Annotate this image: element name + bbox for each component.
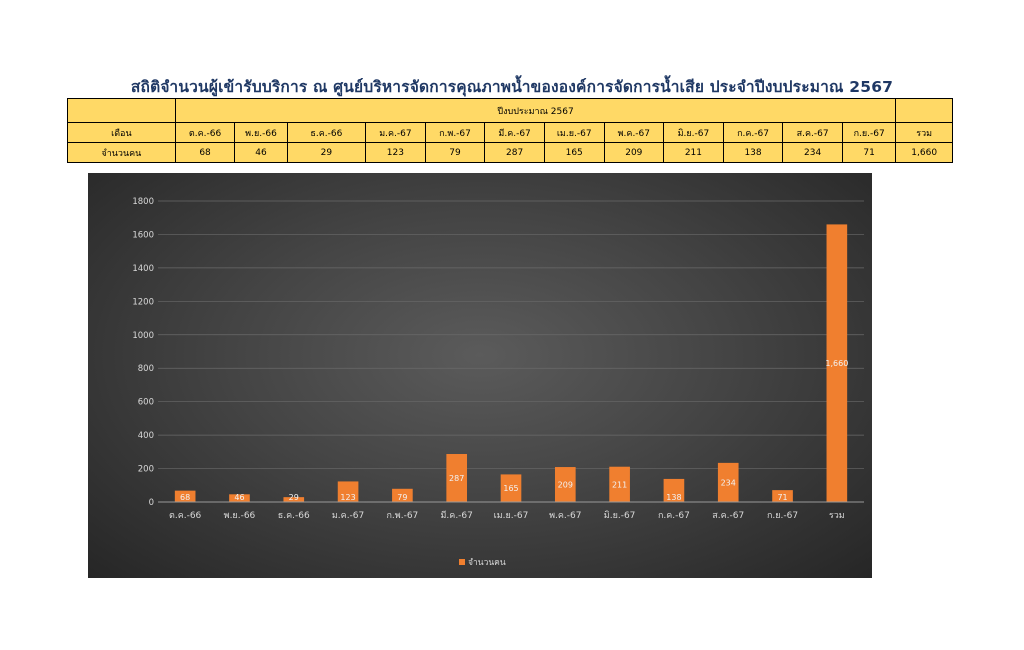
x-tick-label: พ.ย.-66 — [224, 511, 256, 521]
value-row: จำนวนคน 68 46 29 123 79 287 165 209 211 138 234 71 1… — [67, 142, 953, 163]
x-tick-label: ก.ย.-67 — [767, 511, 798, 521]
bar — [554, 467, 576, 502]
month-cell: ธ.ค.-66 — [286, 122, 367, 143]
value-cell: 287 — [484, 142, 545, 163]
bar — [392, 488, 413, 502]
month-cell: ม.ค.-67 — [365, 122, 426, 143]
month-cell: ส.ค.-67 — [782, 122, 843, 143]
value-cell: 68 — [174, 142, 236, 163]
bar — [174, 490, 196, 502]
x-tick-label: ม.ค.-67 — [332, 511, 364, 521]
value-cell: 209 — [603, 142, 665, 163]
month-row: เดือน ต.ค.-66 พ.ย.-66 ธ.ค.-66 ม.ค.-67 ก.พ.-6… — [67, 122, 953, 143]
page-title: สถิติจำนวนผู้เข้ารับบริการ ณ ศูนย์บริหาร… — [130, 78, 894, 96]
y-tick-label: 1400 — [132, 264, 154, 274]
value-cell: 46 — [234, 142, 288, 163]
row-label-cell: จำนวนคน — [67, 142, 176, 163]
table-corner-cell — [67, 98, 176, 123]
bar-chart: 0 200 400 600 800 1000 1200 1400 1600 1800 68 ต.ค.-… — [132, 197, 864, 568]
value-cell: 71 — [841, 142, 897, 163]
total-header-spacer — [895, 98, 953, 123]
legend-label: จำนวนคน — [468, 558, 506, 568]
data-label: 209 — [558, 481, 573, 490]
month-cell: พ.ค.-67 — [603, 122, 665, 143]
value-cell: 123 — [365, 142, 426, 163]
month-cell: ก.ค.-67 — [722, 122, 784, 143]
value-cell: 234 — [782, 142, 843, 163]
value-cell: 138 — [722, 142, 784, 163]
x-tick-label: ส.ค.-67 — [712, 511, 744, 521]
table-header-row: ปีงบประมาณ 2567 — [67, 98, 953, 123]
month-cell: พ.ย.-66 — [234, 122, 288, 143]
stats-table: ปีงบประมาณ 2567 เดือน ต.ค.-66 พ.ย.-66 ธ.ค.… — [67, 98, 953, 163]
month-header-cell: เดือน — [67, 122, 176, 143]
chart-area: 0 200 400 600 800 1000 1200 1400 1600 1800 68 ต.ค.-… — [88, 173, 872, 578]
bar — [283, 497, 305, 502]
bar — [717, 462, 739, 502]
bar — [229, 494, 250, 502]
value-cell: 165 — [543, 142, 605, 163]
bar — [663, 478, 685, 502]
data-label: 138 — [666, 493, 681, 502]
bar — [609, 466, 630, 502]
month-cell: ก.พ.-67 — [424, 122, 486, 143]
data-label: 287 — [449, 474, 464, 483]
x-tick-label: พ.ค.-67 — [549, 511, 581, 521]
x-tick-label: ธ.ค.-66 — [278, 511, 310, 521]
data-label: 123 — [340, 493, 355, 502]
bar — [500, 474, 522, 502]
y-tick-label: 600 — [138, 398, 154, 408]
data-label: 29 — [289, 493, 299, 502]
fiscal-year-header: ปีงบประมาณ 2567 — [174, 98, 897, 123]
data-label: 211 — [612, 480, 627, 489]
bar — [826, 224, 848, 502]
data-label: 1,660 — [825, 359, 848, 368]
legend-swatch — [459, 559, 465, 565]
month-cell: ก.ย.-67 — [841, 122, 897, 143]
month-cell: รวม — [895, 122, 953, 143]
y-tick-label: 1800 — [132, 197, 154, 207]
x-tick-label: ก.ค.-67 — [658, 511, 690, 521]
month-cell: เม.ย.-67 — [543, 122, 605, 143]
bar — [446, 454, 468, 502]
value-cell: 1,660 — [895, 142, 953, 163]
data-label: 68 — [180, 493, 190, 502]
data-label: 46 — [234, 493, 244, 502]
x-tick-label: มิ.ย.-67 — [604, 510, 636, 521]
y-tick-label: 1600 — [132, 230, 154, 240]
x-tick-label: มี.ค.-67 — [441, 510, 473, 521]
y-tick-label: 1000 — [132, 331, 154, 341]
month-cell: ต.ค.-66 — [174, 122, 236, 143]
y-tick-label: 800 — [138, 364, 154, 374]
x-tick-label: เม.ย.-67 — [494, 511, 529, 521]
y-tick-label: 0 — [149, 498, 154, 508]
value-cell: 79 — [424, 142, 486, 163]
y-tick-label: 1200 — [132, 297, 154, 307]
bar — [772, 490, 793, 502]
data-label: 165 — [503, 484, 518, 493]
data-label: 234 — [721, 478, 736, 487]
value-cell: 211 — [663, 142, 724, 163]
x-tick-label: รวม — [829, 511, 845, 521]
bar — [337, 481, 359, 502]
y-tick-label: 400 — [138, 431, 154, 441]
data-label: 79 — [397, 493, 407, 502]
x-tick-label: ต.ค.-66 — [169, 511, 202, 521]
month-cell: มี.ค.-67 — [484, 122, 545, 143]
y-tick-label: 200 — [138, 465, 154, 475]
x-tick-label: ก.พ.-67 — [386, 511, 418, 521]
month-cell: มิ.ย.-67 — [663, 122, 724, 143]
data-label: 71 — [777, 493, 787, 502]
value-cell: 29 — [286, 142, 367, 163]
